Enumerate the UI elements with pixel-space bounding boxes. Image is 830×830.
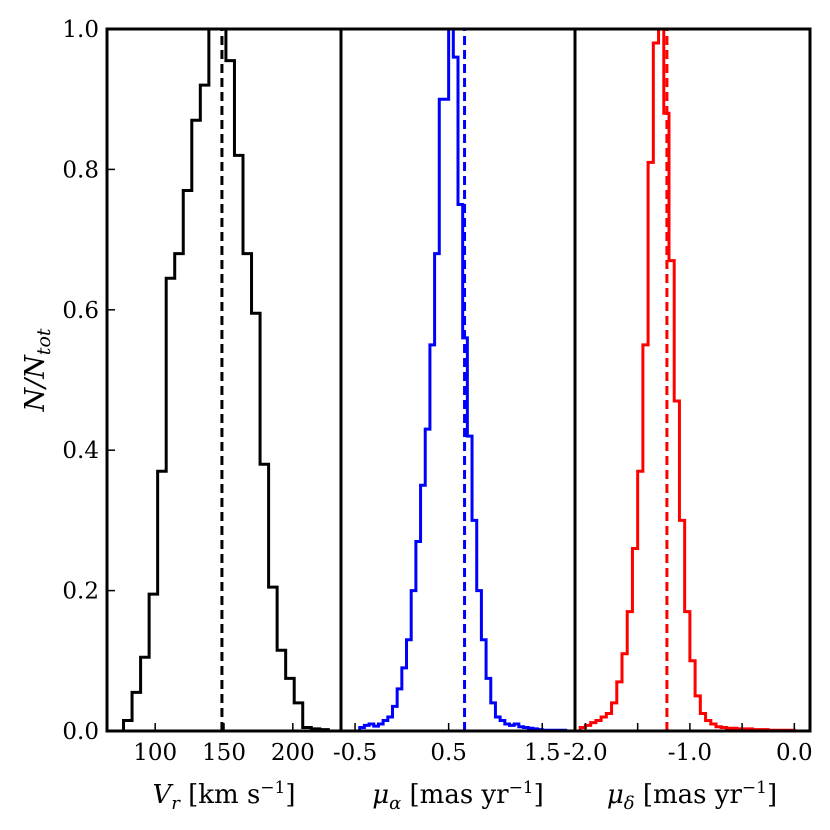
panel-vr: 100 150 200 0.0 0.2 0.4 0.6 0.8 1.0 xyxy=(62,17,343,766)
axes-frame-vr xyxy=(105,27,343,733)
axes-frame-mud xyxy=(573,27,812,733)
x-tick-label-vr: 200 xyxy=(271,740,315,766)
x-label-mua-rest: [mas yr xyxy=(401,780,509,810)
x-tick-label-vr: 150 xyxy=(202,740,246,766)
y-tick-label: 0.8 xyxy=(62,157,99,183)
x-tick-label-mua: 0.5 xyxy=(430,740,467,766)
x-label-mud-main: μ xyxy=(607,780,624,810)
x-label-vr-sup: −1 xyxy=(260,778,285,798)
x-tick-label-mud: 0.0 xyxy=(776,740,813,766)
x-axis-label-mua: μα [mas yr−1] xyxy=(372,778,544,814)
x-label-mud-end: ] xyxy=(767,780,777,810)
x-label-mud-sub: δ xyxy=(624,793,635,814)
x-label-mua-main: μ xyxy=(372,780,389,810)
x-label-vr-sub: r xyxy=(171,793,181,814)
x-axis-label-mud: μδ [mas yr−1] xyxy=(607,778,777,814)
histogram-step-vr xyxy=(122,29,330,731)
x-tick-label-mud: -2.0 xyxy=(563,740,607,766)
x-label-mua-sub: α xyxy=(389,793,401,814)
y-axis-label-main: N/N xyxy=(20,354,51,413)
x-label-mud-sup: −1 xyxy=(742,778,767,798)
y-tick-label: 0.2 xyxy=(62,579,99,605)
x-axis-label-vr: Vr [km s−1] xyxy=(152,778,295,814)
x-label-vr-end: ] xyxy=(285,780,295,810)
x-label-mud-rest: [mas yr xyxy=(635,780,743,810)
x-label-mua-end: ] xyxy=(534,780,544,810)
x-label-vr-main: V xyxy=(152,780,173,810)
panels-group: 100 150 200 0.0 0.2 0.4 0.6 0.8 1.0 -0.5 0.5 1.5 -2.… xyxy=(62,17,812,766)
y-tick-label: 1.0 xyxy=(62,17,99,43)
x-tick-label-mua: -0.5 xyxy=(333,740,377,766)
x-label-mua-sup: −1 xyxy=(509,778,534,798)
panel-mud: -2.0 -1.0 0.0 xyxy=(563,27,813,766)
y-tick-label: 0.6 xyxy=(62,298,99,324)
histogram-step-mud xyxy=(578,29,796,731)
x-axis-labels-group: Vr [km s−1] μα [mas yr−1] μδ [mas yr−1] xyxy=(152,778,777,814)
x-tick-label-vr: 100 xyxy=(133,740,177,766)
panel-mua: -0.5 0.5 1.5 xyxy=(333,27,577,766)
x-tick-label-mud: -1.0 xyxy=(668,740,712,766)
histogram-step-mua xyxy=(358,29,568,731)
y-tick-label: 0.0 xyxy=(62,719,99,745)
x-tick-label-mua: 1.5 xyxy=(524,740,561,766)
y-axis-label: N/Ntot xyxy=(20,328,55,412)
y-axis-label-sub: tot xyxy=(33,328,55,355)
x-label-vr-rest: [km s xyxy=(180,780,260,810)
y-tick-label: 0.4 xyxy=(62,438,99,464)
